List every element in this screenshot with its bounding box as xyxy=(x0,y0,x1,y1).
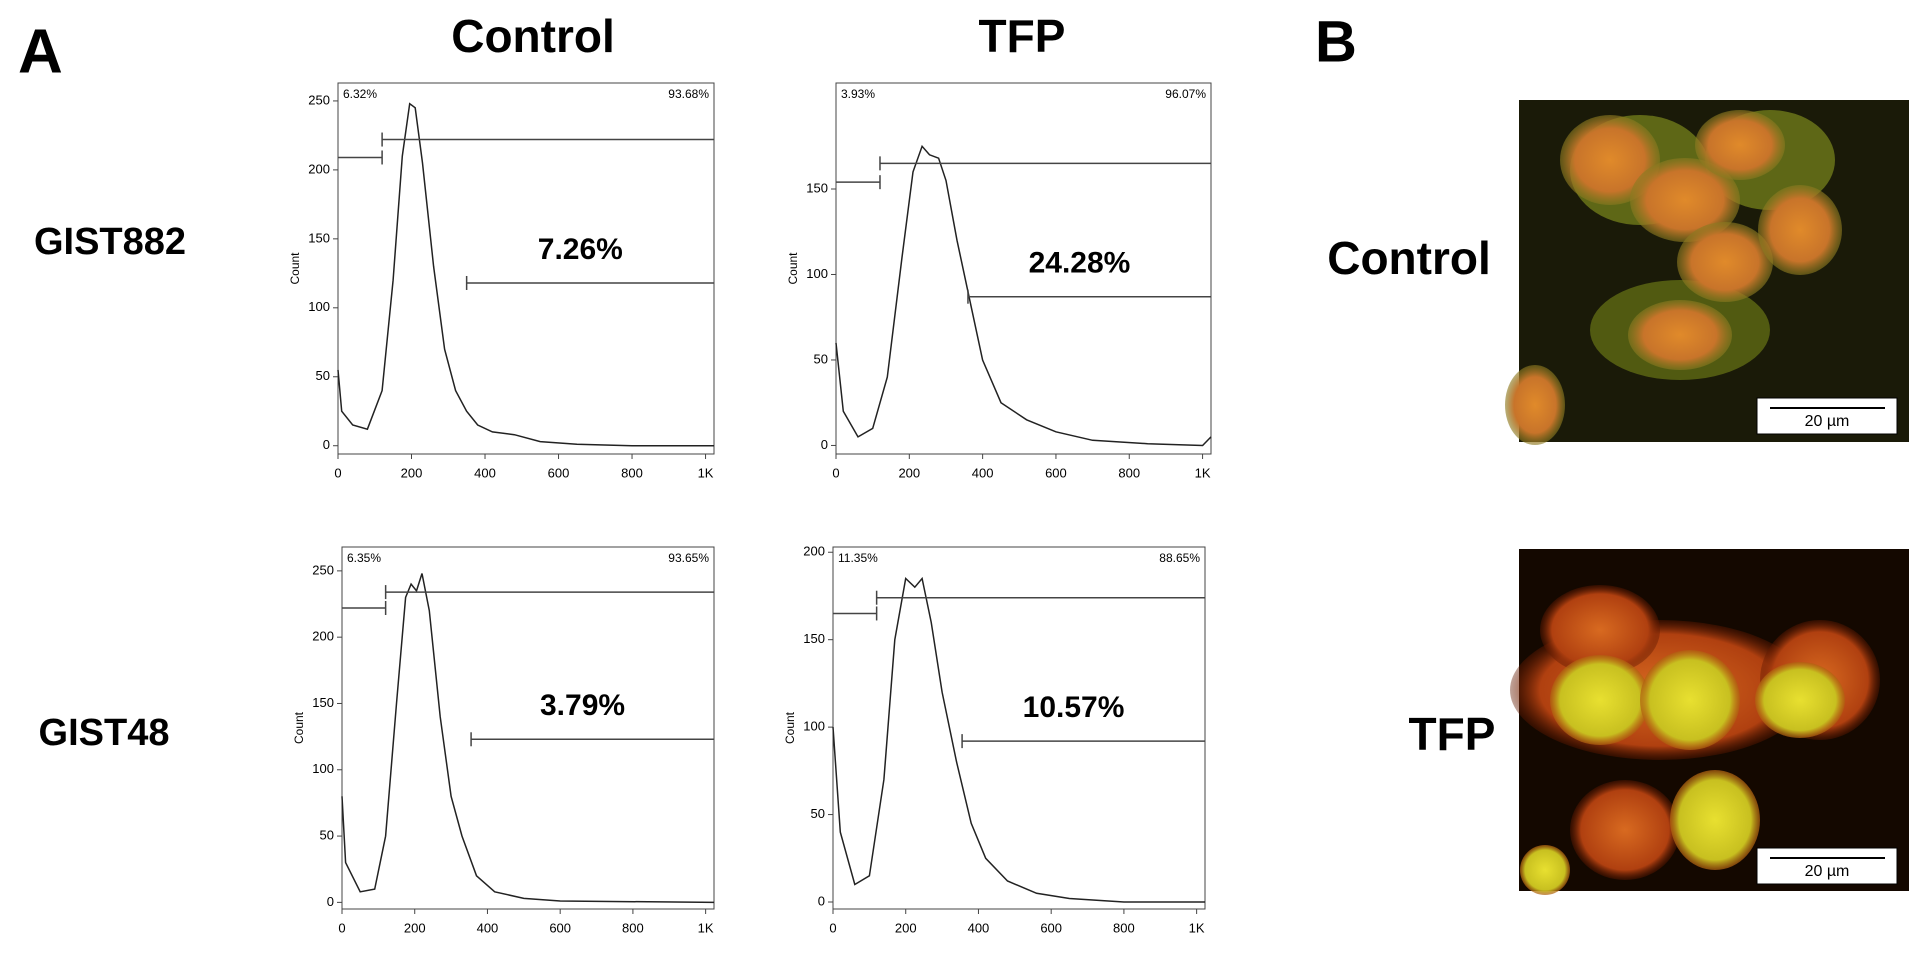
micrograph: 20 µm xyxy=(1505,100,1909,445)
histogram-line xyxy=(832,576,1205,903)
plot-frame xyxy=(835,82,1212,455)
y-axis-label: Count xyxy=(786,252,800,285)
x-tick-label: 200 xyxy=(895,920,917,935)
histogram: 0 200 400 600 800 1K 0 50 100 150 200 Count 11.35% 88… xyxy=(783,544,1206,935)
y-tick-label: 250 xyxy=(312,562,334,577)
gate-label: 93.65% xyxy=(668,551,709,565)
y-tick-label: 200 xyxy=(803,544,825,559)
x-tick-label: 600 xyxy=(549,920,571,935)
x-tick-label: 800 xyxy=(1113,920,1135,935)
micrograph: 20 µm xyxy=(1510,549,1909,895)
x-tick-label: 400 xyxy=(968,920,990,935)
panel-label: B xyxy=(1315,9,1357,74)
histogram-line xyxy=(835,144,1212,447)
x-tick-label: 400 xyxy=(477,920,499,935)
y-tick-label: 0 xyxy=(818,893,825,908)
y-tick-label: 100 xyxy=(806,266,828,281)
y-tick-label: 150 xyxy=(806,180,828,195)
y-tick-label: 50 xyxy=(814,351,828,366)
histogram-line xyxy=(337,102,714,447)
gate-label: 6.32% xyxy=(343,87,377,101)
y-tick-label: 250 xyxy=(308,92,330,107)
column-label: Control xyxy=(451,10,615,62)
y-tick-label: 0 xyxy=(323,437,330,452)
x-tick-label: 800 xyxy=(622,920,644,935)
scale-bar-label: 20 µm xyxy=(1805,413,1850,430)
y-axis-label: Count xyxy=(783,711,797,744)
micrograph-label: Control xyxy=(1327,232,1491,284)
column-label: TFP xyxy=(979,10,1066,62)
row-label: GIST882 xyxy=(34,221,186,263)
y-axis-label: Count xyxy=(292,711,306,744)
x-tick-label: 0 xyxy=(832,465,839,480)
gate-label: 3.93% xyxy=(841,87,875,101)
y-tick-label: 200 xyxy=(312,629,334,644)
micrograph-label: TFP xyxy=(1409,708,1496,760)
y-tick-label: 150 xyxy=(312,695,334,710)
y-tick-label: 200 xyxy=(308,161,330,176)
x-tick-label: 0 xyxy=(338,920,345,935)
y-axis-label: Count xyxy=(288,252,302,285)
histogram: 0 200 400 600 800 1K 0 50 100 150 200 250 Count 6.35%… xyxy=(292,546,715,935)
y-tick-label: 100 xyxy=(308,299,330,314)
gate-label: 11.35% xyxy=(838,551,878,565)
x-tick-label: 1K xyxy=(698,920,714,935)
x-tick-label: 200 xyxy=(404,920,426,935)
plot-frame xyxy=(341,546,715,910)
x-tick-label: 800 xyxy=(621,465,643,480)
x-tick-label: 200 xyxy=(898,465,920,480)
marker-label: 7.26% xyxy=(538,233,623,266)
y-tick-label: 0 xyxy=(821,437,828,452)
y-tick-label: 50 xyxy=(811,806,825,821)
x-tick-label: 400 xyxy=(972,465,994,480)
x-tick-label: 0 xyxy=(829,920,836,935)
gate-label: 6.35% xyxy=(347,551,381,565)
marker-label: 24.28% xyxy=(1029,247,1131,280)
row-label: GIST48 xyxy=(39,712,170,754)
panel-label: A xyxy=(18,17,63,86)
y-tick-label: 50 xyxy=(316,368,330,383)
x-tick-label: 200 xyxy=(401,465,423,480)
y-tick-label: 100 xyxy=(803,719,825,734)
y-tick-label: 150 xyxy=(308,230,330,245)
x-tick-label: 600 xyxy=(1040,920,1062,935)
scale-bar-label: 20 µm xyxy=(1805,863,1850,880)
y-tick-label: 150 xyxy=(803,631,825,646)
histogram: 0 200 400 600 800 1K 0 50 100 150 Count 3.93% 96.07%… xyxy=(786,82,1212,480)
histogram: 0 200 400 600 800 1K 0 50 100 150 200 250 Count 6.32%… xyxy=(288,82,715,480)
gate-label: 93.68% xyxy=(668,87,709,101)
x-tick-label: 800 xyxy=(1118,465,1140,480)
plot-frame xyxy=(832,546,1206,910)
marker-label: 10.57% xyxy=(1023,691,1125,724)
x-tick-label: 0 xyxy=(334,465,341,480)
x-tick-label: 400 xyxy=(474,465,496,480)
x-tick-label: 600 xyxy=(548,465,570,480)
gate-label: 88.65% xyxy=(1159,551,1200,565)
y-tick-label: 50 xyxy=(320,828,334,843)
marker-label: 3.79% xyxy=(540,689,625,722)
y-tick-label: 100 xyxy=(312,761,334,776)
x-tick-label: 1K xyxy=(1195,465,1211,480)
gate-label: 96.07% xyxy=(1165,87,1206,101)
histogram-line xyxy=(341,573,715,904)
y-tick-label: 0 xyxy=(327,894,334,909)
x-tick-label: 1K xyxy=(698,465,714,480)
x-tick-label: 600 xyxy=(1045,465,1067,480)
x-tick-label: 1K xyxy=(1189,920,1205,935)
plot-frame xyxy=(337,82,715,455)
